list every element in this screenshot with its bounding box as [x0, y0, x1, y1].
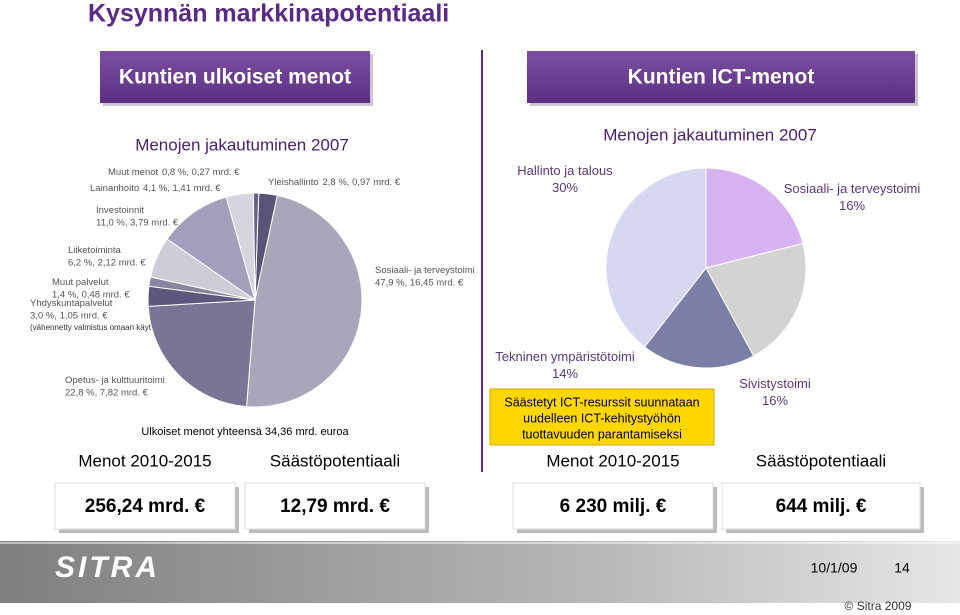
header: Kuntien ICT-menot	[628, 66, 815, 89]
slice-value: 11,0 %, 3,79 mrd. €	[96, 217, 179, 228]
slice-value: 30%	[552, 180, 578, 195]
slice-value: 16%	[839, 198, 865, 213]
callout-text: tuottavuuden parantamiseksi	[522, 427, 682, 441]
figure-label: Menot 2010-2015	[546, 451, 679, 470]
logo: SITRA	[55, 551, 160, 584]
footer-band	[0, 541, 960, 603]
figure-value: 256,24 mrd. €	[85, 496, 206, 517]
figure-label: Säästöpotentiaali	[270, 451, 400, 470]
pie-slice	[252, 192, 260, 301]
slice-name: Tekninen ympäristötoimi	[495, 349, 635, 364]
slice-label: Sosiaali- ja terveystoimi 16%	[784, 181, 921, 213]
slice-name: Hallinto ja talous	[517, 163, 613, 178]
slice-label: Investoinnit 11,0 %, 3,79 mrd. €	[96, 205, 179, 228]
pie-slice	[643, 267, 755, 369]
slice-label: Hallinto ja talous 30%	[517, 163, 613, 195]
slice-label: Sosiaali- ja terveystoimi 47,9 %, 16,45 m…	[375, 265, 475, 288]
figure-value: 6 230 milj. €	[560, 496, 667, 517]
figure-box	[721, 482, 921, 530]
header-box	[527, 51, 915, 103]
slice-label: Liiketoiminta 6,2 %, 2,12 mrd. €	[68, 245, 146, 268]
date: 10/1/09	[811, 560, 858, 576]
slice-value: 2,8 %, 0,97 mrd. €	[323, 177, 401, 188]
slice-value: 6,2 %, 2,12 mrd. €	[68, 257, 146, 268]
slice-label: Opetus- ja kulttuuritoimi 22,8 %, 7,82 mr…	[65, 375, 165, 398]
callout-text: Säästetyt ICT-resurssit suunnataan	[504, 395, 699, 409]
slice-value: 0,8 %, 0,27 mrd. €	[162, 167, 240, 178]
slice-name: Sivistystoimi	[739, 376, 811, 391]
figure-value: 12,79 mrd. €	[280, 496, 390, 517]
slice-label: Yhdyskuntapalvelut 3,0 %, 1,05 mrd. €	[30, 298, 113, 321]
page-number: 14	[894, 560, 910, 576]
pie-slice	[705, 167, 804, 269]
chart-title: Menojen jakautuminen 2007	[603, 125, 817, 144]
figure-box	[244, 482, 426, 530]
pie-slice	[147, 299, 256, 408]
callout-text: uudelleen ICT-kehitystyöhön	[523, 411, 681, 425]
slice-value: 1,4 %, 0,48 mrd. €	[52, 289, 130, 300]
slice-name: Lainanhoito	[90, 183, 139, 194]
slice-label: Muut palvelut 1,4 %, 0,48 mrd. €	[52, 277, 130, 300]
slice-value: 47,9 %, 16,45 mrd. €	[375, 277, 464, 288]
slice-name: Opetus- ja kulttuuritoimi	[65, 375, 165, 386]
pie-slice	[705, 242, 807, 357]
callout-box	[489, 388, 715, 446]
slice-label: Yleishallinto 2,8 %, 0,97 mrd. €	[268, 177, 401, 188]
slice-name: Sosiaali- ja terveystoimi	[375, 265, 475, 276]
footnote: Ulkoiset menot yhteensä 34,36 mrd. euroa	[141, 426, 349, 438]
slice-value: 16%	[762, 393, 788, 408]
slice-name: Investoinnit	[96, 205, 144, 216]
slice-name: Yleishallinto	[268, 177, 319, 188]
header: Kuntien ulkoiset menot	[119, 66, 351, 89]
slice-name: Yhdyskuntapalvelut	[30, 298, 113, 309]
figure-value: 644 milj. €	[776, 496, 867, 517]
slice-value: 22,8 %, 7,82 mrd. €	[65, 387, 149, 398]
slice-value: 4,1 %, 1,41 mrd. €	[143, 183, 221, 194]
figure-box	[54, 482, 236, 530]
note: (vähennetty valmistus omaan käyttöön = 0…	[30, 323, 219, 332]
slice-label: Tekninen ympäristötoimi 14%	[495, 349, 635, 381]
slice-value: 14%	[552, 366, 578, 381]
figure-label: Menot 2010-2015	[78, 451, 211, 470]
slice-label: Sivistystoimi 16%	[739, 376, 811, 408]
slice-name: Muut palvelut	[52, 277, 109, 288]
pie-slice	[605, 167, 707, 348]
figure-label: Säästöpotentiaali	[756, 451, 886, 470]
slice-name: Sosiaali- ja terveystoimi	[784, 181, 921, 196]
slice-name: Liiketoiminta	[68, 245, 122, 256]
figure-box	[512, 482, 714, 530]
header-box	[100, 51, 370, 103]
slice-name: Muut menot	[108, 167, 159, 178]
chart-title: Menojen jakautuminen 2007	[135, 135, 349, 154]
slice-value: 3,0 %, 1,05 mrd. €	[30, 310, 108, 321]
slice-label: Muut menot 0,8 %, 0,27 mrd. €	[108, 167, 240, 178]
slide-title: Kysynnän markkinapotentiaali	[88, 0, 449, 28]
copyright: © Sitra 2009	[845, 599, 912, 613]
slice-label: Lainanhoito 4,1 %, 1,41 mrd. €	[90, 183, 221, 194]
pie-slice	[246, 194, 363, 408]
